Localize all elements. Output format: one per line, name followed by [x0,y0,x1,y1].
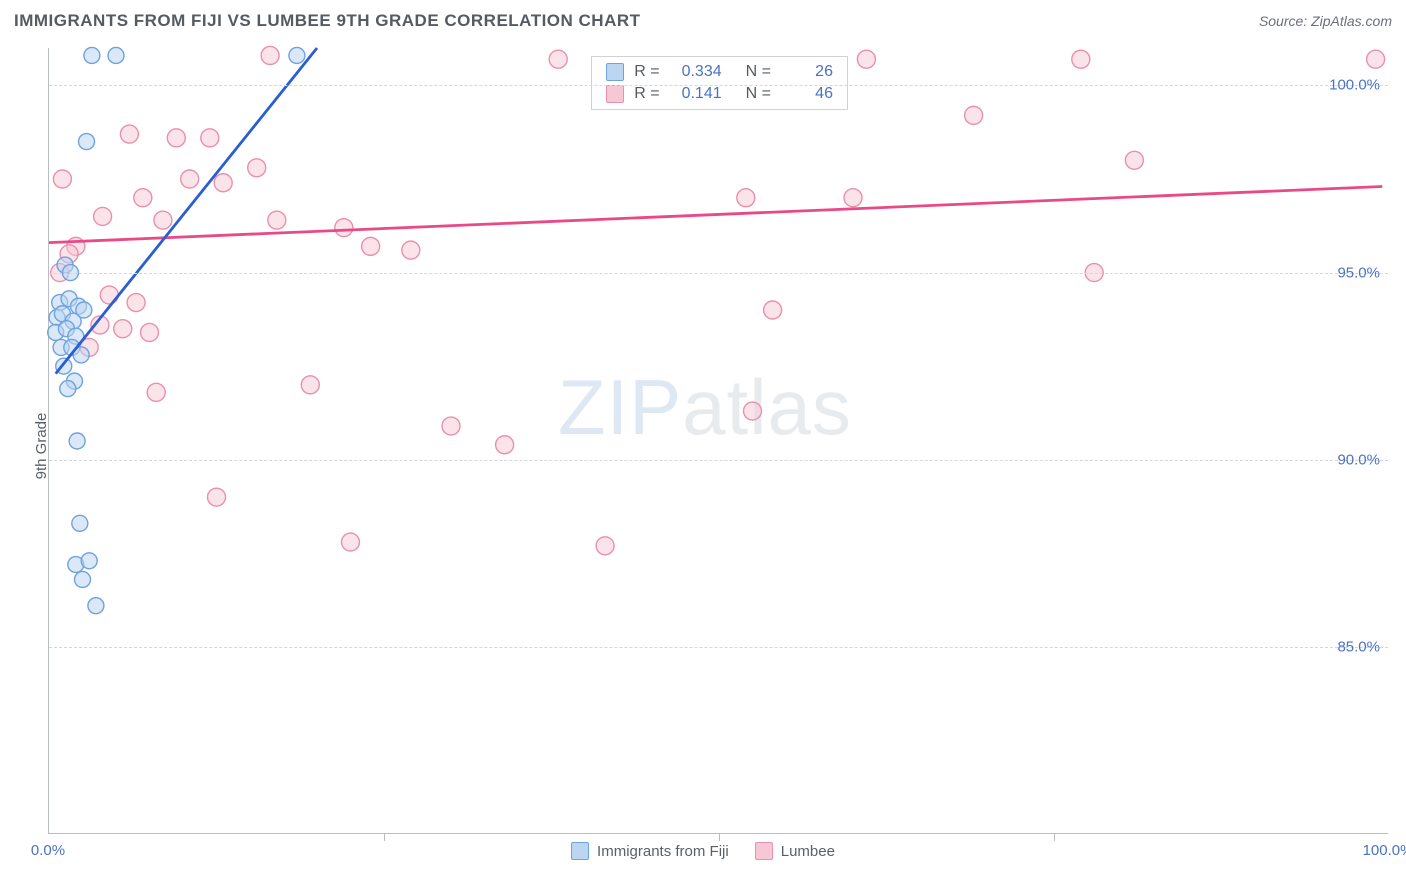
marker-lumbee [737,189,755,207]
legend-item-fiji: Immigrants from Fiji [571,842,729,860]
marker-fiji [289,47,305,63]
marker-lumbee [127,294,145,312]
gridline [49,273,1388,274]
marker-fiji [79,134,95,150]
marker-lumbee [268,211,286,229]
marker-lumbee [114,320,132,338]
marker-lumbee [1125,151,1143,169]
chart-title: IMMIGRANTS FROM FIJI VS LUMBEE 9TH GRADE… [14,11,641,31]
marker-lumbee [53,170,71,188]
marker-fiji [81,553,97,569]
trendline-lumbee [49,186,1382,242]
x-tick-label-left: 0.0% [31,842,65,859]
marker-lumbee [301,376,319,394]
gridline [49,647,1388,648]
y-tick-label: 100.0% [1329,77,1380,94]
title-bar: IMMIGRANTS FROM FIJI VS LUMBEE 9TH GRADE… [0,0,1406,42]
marker-lumbee [342,533,360,551]
plot-svg [49,48,1388,833]
source-label: Source: ZipAtlas.com [1259,13,1392,29]
bottom-legend: Immigrants from Fiji Lumbee [0,842,1406,860]
marker-lumbee [496,436,514,454]
x-tick-label-right: 100.0% [1363,842,1406,859]
marker-fiji [72,515,88,531]
marker-lumbee [1367,50,1385,68]
legend-swatch-fiji-icon [571,842,589,860]
marker-lumbee [402,241,420,259]
marker-lumbee [857,50,875,68]
swatch-lumbee-icon [606,85,624,103]
marker-lumbee [844,189,862,207]
gridline [49,460,1388,461]
marker-lumbee [208,488,226,506]
marker-lumbee [261,46,279,64]
marker-lumbee [596,537,614,555]
swatch-fiji-icon [606,63,624,81]
gridline [49,85,1388,86]
marker-lumbee [181,170,199,188]
stats-n-fiji: 26 [781,63,833,81]
legend-label-fiji: Immigrants from Fiji [597,843,729,860]
stats-r-label: R = [634,63,659,81]
x-tick [384,833,385,841]
y-tick-label: 95.0% [1337,264,1380,281]
stats-row-fiji: R = 0.334 N = 26 [606,61,833,83]
marker-lumbee [120,125,138,143]
marker-fiji [108,47,124,63]
x-tick [1054,833,1055,841]
x-tick [719,833,720,841]
marker-lumbee [744,402,762,420]
marker-lumbee [965,106,983,124]
marker-fiji [60,381,76,397]
stats-box: R = 0.334 N = 26 R = 0.141 N = 46 [591,56,848,110]
stats-r-label: R = [634,85,659,103]
stats-r-lumbee: 0.141 [670,85,722,103]
marker-lumbee [214,174,232,192]
marker-lumbee [201,129,219,147]
legend-swatch-lumbee-icon [755,842,773,860]
marker-lumbee [1072,50,1090,68]
marker-lumbee [248,159,266,177]
legend-label-lumbee: Lumbee [781,843,835,860]
marker-fiji [84,47,100,63]
marker-lumbee [549,50,567,68]
marker-lumbee [94,207,112,225]
marker-fiji [76,302,92,318]
y-tick-label: 85.0% [1337,638,1380,655]
y-tick-label: 90.0% [1337,451,1380,468]
marker-lumbee [154,211,172,229]
marker-lumbee [764,301,782,319]
marker-fiji [69,433,85,449]
stats-r-fiji: 0.334 [670,63,722,81]
marker-lumbee [167,129,185,147]
stats-n-label: N = [746,63,771,81]
legend-item-lumbee: Lumbee [755,842,835,860]
marker-lumbee [147,383,165,401]
marker-lumbee [442,417,460,435]
marker-lumbee [100,286,118,304]
marker-lumbee [141,323,159,341]
stats-n-label: N = [746,85,771,103]
marker-lumbee [362,237,380,255]
marker-lumbee [335,219,353,237]
stats-n-lumbee: 46 [781,85,833,103]
marker-fiji [75,571,91,587]
marker-lumbee [134,189,152,207]
plot-area: ZIPatlas R = 0.334 N = 26 R = 0.141 N = … [48,48,1388,834]
marker-fiji [88,598,104,614]
